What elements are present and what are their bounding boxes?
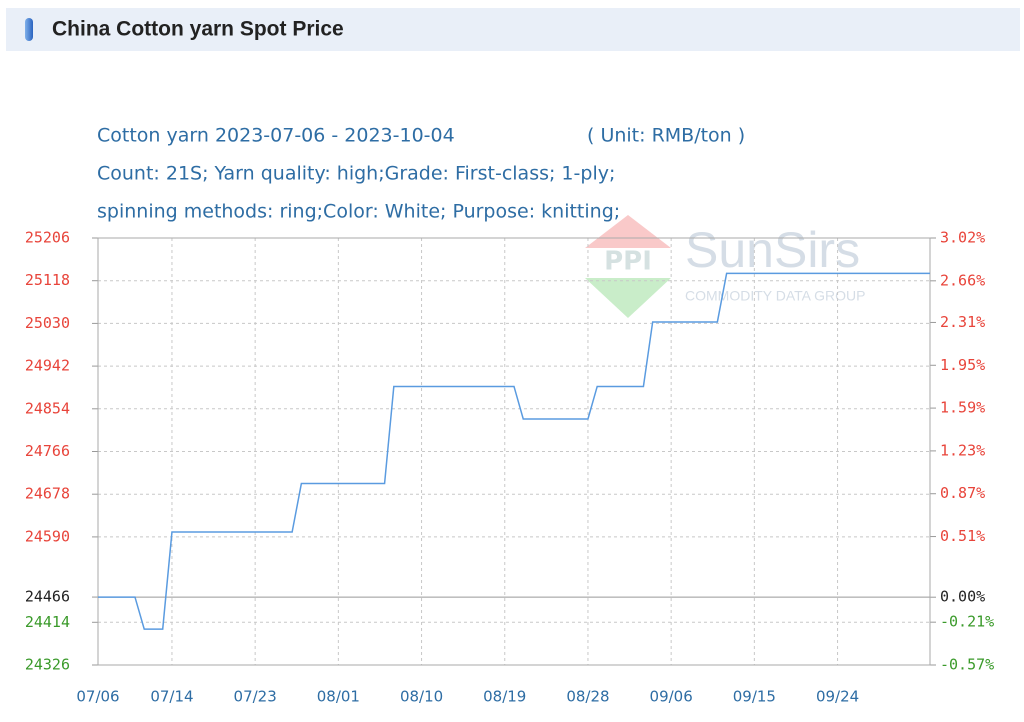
chart-subtitle: Count: 21S; Yarn quality: high;Grade: Fi… xyxy=(97,163,615,185)
y2-tick-label: -0.57% xyxy=(940,656,994,674)
x-tick-label: 08/28 xyxy=(566,688,609,706)
header-icon xyxy=(25,18,33,41)
watermark-logo: PPI xyxy=(604,247,652,277)
y-tick-label: 24466 xyxy=(25,588,70,606)
y2-tick-label: 2.66% xyxy=(940,271,985,289)
watermark-base xyxy=(585,278,671,318)
x-tick-label: 07/14 xyxy=(150,688,193,706)
y-tick-label: 25118 xyxy=(25,271,70,289)
watermark-roof xyxy=(585,215,671,248)
y2-tick-label: 0.51% xyxy=(940,527,985,545)
y2-tick-label: 0.00% xyxy=(940,588,985,606)
y-tick-label: 25206 xyxy=(25,229,70,247)
x-tick-label: 07/06 xyxy=(76,688,119,706)
x-tick-label: 08/19 xyxy=(483,688,526,706)
x-tick-label: 09/15 xyxy=(733,688,776,706)
plot-frame xyxy=(97,237,931,666)
y2-tick-label: 1.23% xyxy=(940,441,985,459)
y2-tick-label: 2.31% xyxy=(940,313,985,331)
chart-title: Cotton yarn 2023-07-06 - 2023-10-04 xyxy=(97,125,455,147)
x-tick-label: 08/01 xyxy=(317,688,360,706)
y-tick-label: 24766 xyxy=(25,442,70,460)
header-bar xyxy=(6,8,1020,51)
y2-tick-label: 1.95% xyxy=(940,356,985,374)
y2-tick-label: 3.02% xyxy=(940,229,985,247)
watermark-tagline: COMMODITY DATA GROUP xyxy=(685,288,865,304)
x-tick-label: 09/24 xyxy=(816,688,859,706)
y-tick-label: 24942 xyxy=(25,357,70,375)
x-tick-label: 09/06 xyxy=(650,688,693,706)
chart-subtitle: spinning methods: ring;Color: White; Pur… xyxy=(97,201,620,223)
y-tick-label: 24590 xyxy=(25,527,70,545)
x-tick-label: 07/23 xyxy=(234,688,277,706)
watermark: PPI SunSirs COMMODITY DATA GROUP xyxy=(585,215,865,318)
y-tick-label: 24414 xyxy=(25,613,70,631)
y-tick-label: 24326 xyxy=(25,656,70,674)
chart-unit: ( Unit: RMB/ton ) xyxy=(587,125,745,147)
y2-tick-label: 1.59% xyxy=(940,399,985,417)
y2-tick-label: -0.21% xyxy=(940,613,994,631)
watermark-text: SunSirs xyxy=(685,222,860,278)
y-tick-label: 25030 xyxy=(25,314,70,332)
y-tick-label: 24678 xyxy=(25,485,70,503)
y2-tick-label: 0.87% xyxy=(940,484,985,502)
price-line xyxy=(98,272,930,630)
header-title: China Cotton yarn Spot Price xyxy=(52,18,344,41)
x-tick-label: 08/10 xyxy=(400,688,443,706)
y-tick-label: 24854 xyxy=(25,399,70,417)
